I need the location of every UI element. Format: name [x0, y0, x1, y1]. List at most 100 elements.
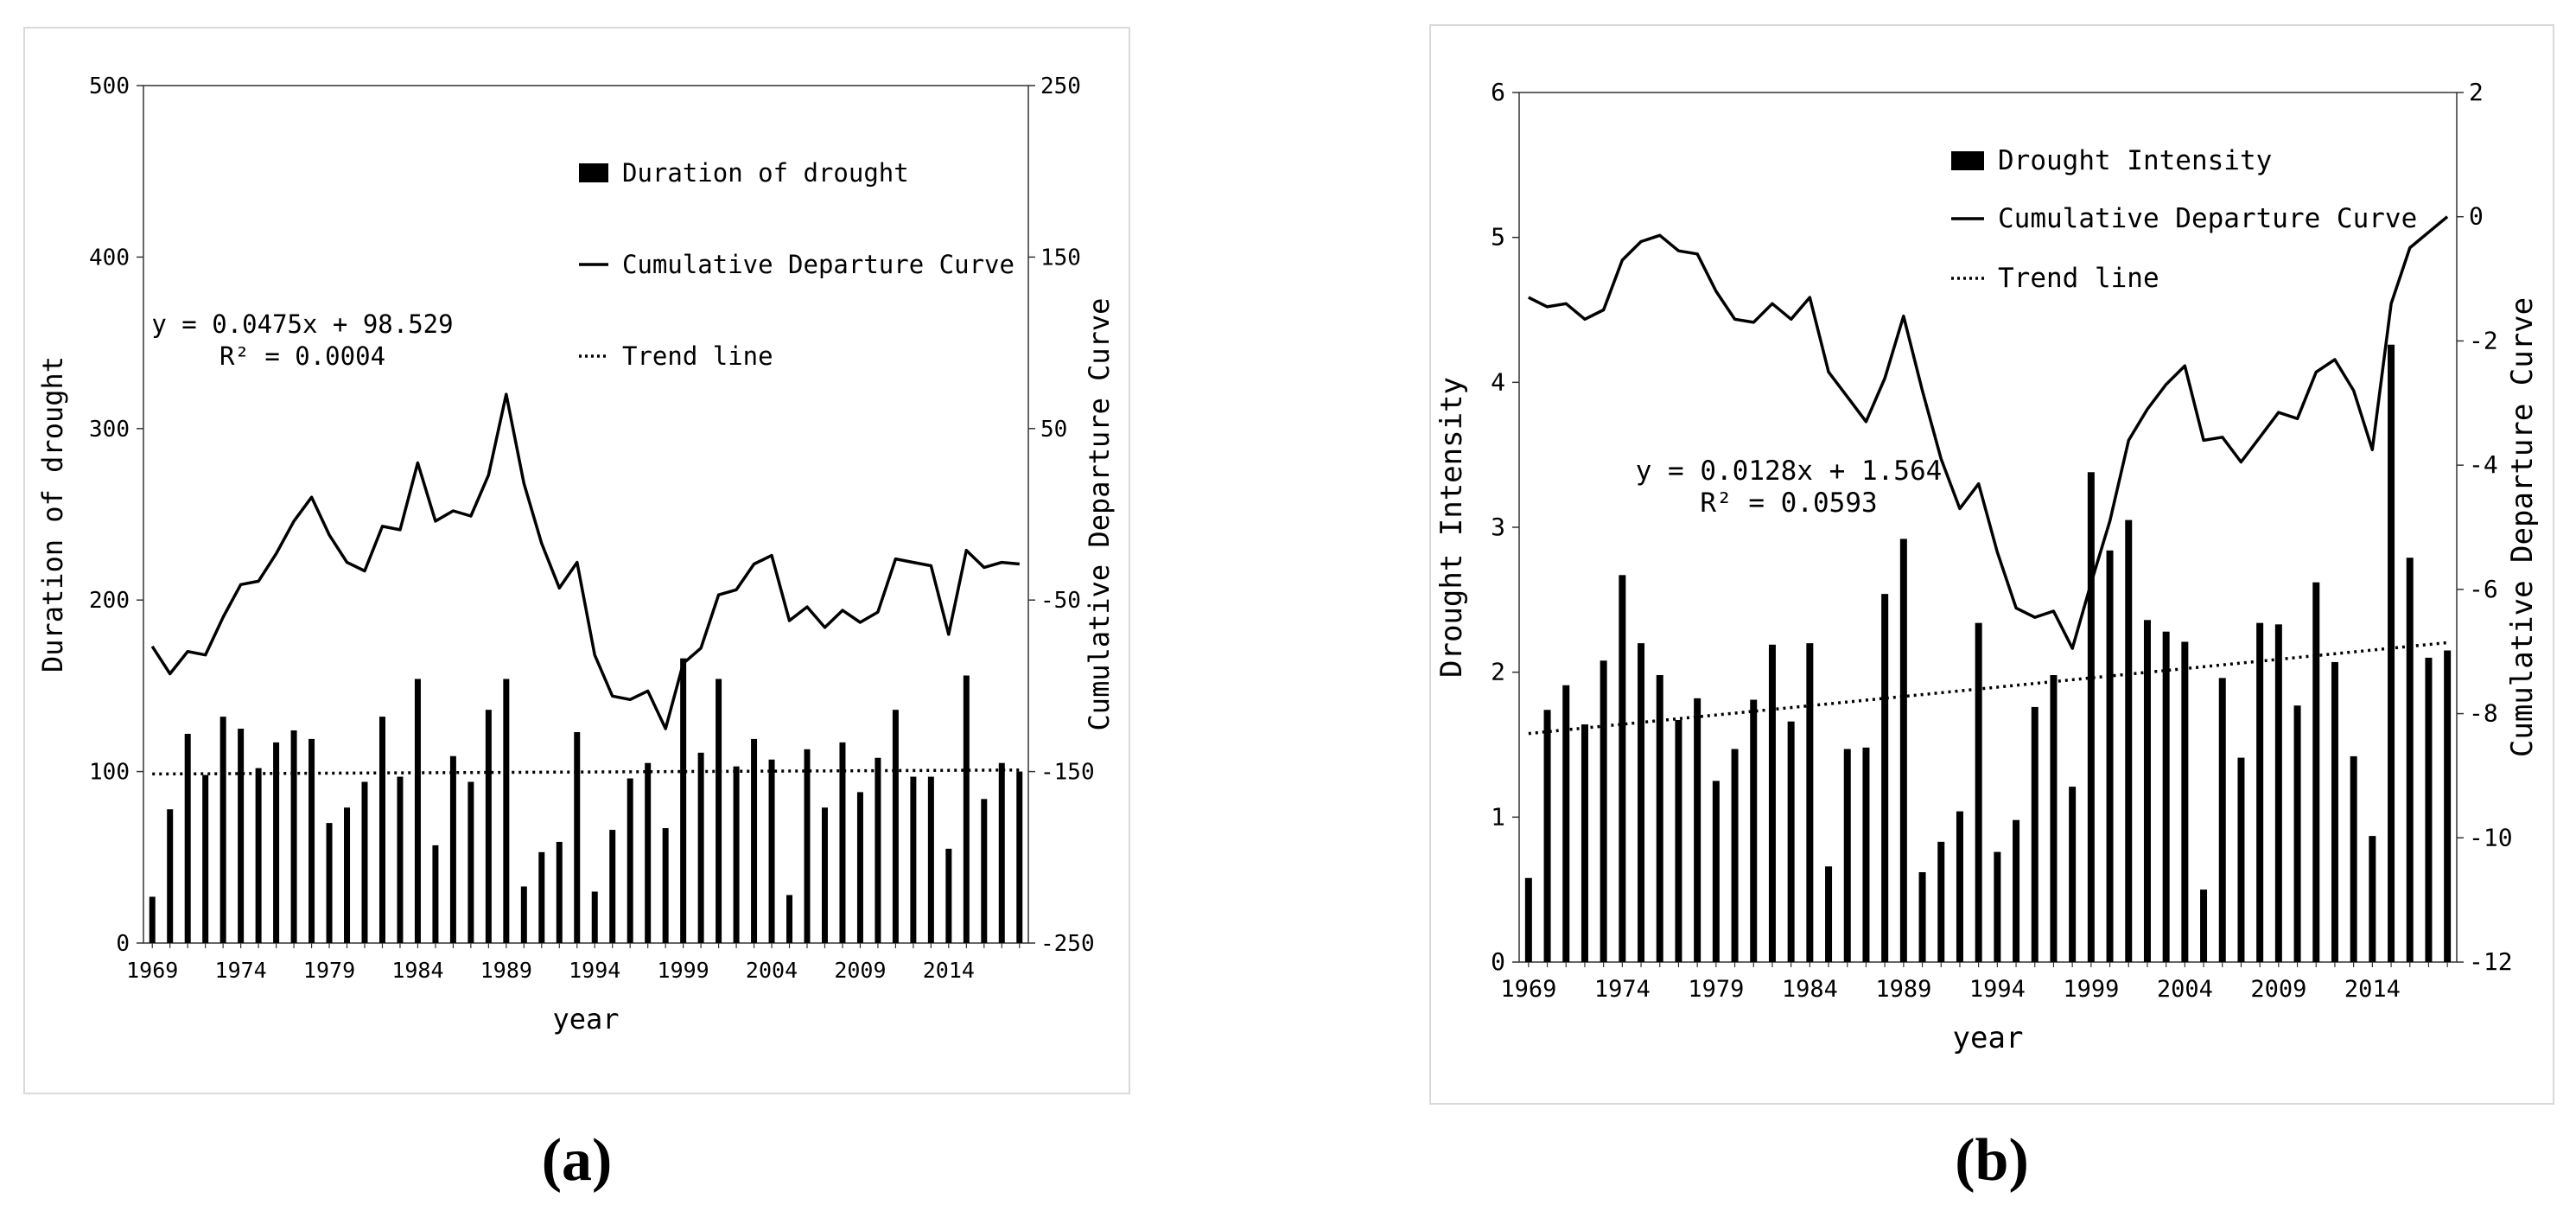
- y-tick-label: 0: [1491, 947, 1505, 976]
- bar: [1600, 660, 1607, 962]
- bar: [2406, 558, 2414, 962]
- x-tick-label: 1999: [658, 958, 709, 983]
- y-tick-label: 1: [1491, 802, 1505, 831]
- legend-swatch-bar: [579, 163, 608, 182]
- x-tick-label: 1984: [1782, 976, 1838, 1003]
- x-tick-label: 1984: [391, 958, 443, 983]
- x-tick-label: 1989: [480, 958, 532, 983]
- bar: [326, 823, 333, 943]
- x-axis-title: year: [552, 1003, 619, 1036]
- x-tick-label: 2009: [834, 958, 886, 983]
- bar: [1750, 699, 1758, 962]
- bar: [910, 776, 917, 943]
- y2-tick-label: -6: [2469, 575, 2498, 603]
- y-tick-label: 500: [89, 73, 130, 99]
- bar: [1956, 811, 1963, 962]
- bar: [1016, 771, 1023, 943]
- bar: [1712, 781, 1720, 962]
- bar: [2087, 472, 2095, 962]
- bar: [2425, 657, 2433, 962]
- legend-label: Cumulative Departure Curve: [1998, 203, 2417, 234]
- bar: [397, 776, 404, 943]
- panel-a: 0 100 200 300 400 500 -250 -150 -50 50 150 250 1969 1…: [23, 27, 1130, 1194]
- x-tick-label: 1969: [1500, 976, 1556, 1003]
- bar: [2218, 678, 2226, 962]
- legend-label: Trend line: [1998, 263, 2159, 294]
- bar: [2125, 519, 2133, 962]
- bar: [1899, 539, 1907, 962]
- bar: [1656, 675, 1663, 962]
- y-tick-label: 100: [89, 760, 130, 786]
- bar: [432, 845, 439, 943]
- y2-tick-label: -4: [2469, 450, 2498, 479]
- y-tick-label: 5: [1491, 223, 1505, 252]
- bar: [2069, 787, 2077, 962]
- bar: [361, 781, 368, 943]
- y-tick-label: 0: [116, 931, 130, 957]
- bar: [2237, 757, 2245, 962]
- panel-frame: [23, 27, 1130, 1094]
- bar: [2013, 819, 2020, 962]
- bar: [556, 841, 563, 943]
- bar: [520, 886, 527, 943]
- bar: [2388, 344, 2395, 962]
- bar: [1862, 747, 1870, 962]
- x-tick-label: 1994: [1969, 976, 2026, 1003]
- y-tick-label: 300: [89, 417, 130, 443]
- bar: [2293, 705, 2301, 962]
- bar: [2162, 631, 2170, 962]
- y2-tick-label: -8: [2469, 699, 2498, 728]
- bar: [202, 774, 209, 943]
- bar: [751, 738, 758, 943]
- trend-line: [1528, 641, 2448, 736]
- bar: [1825, 866, 1833, 962]
- legend-label: Trend line: [622, 341, 773, 371]
- bar: [1787, 721, 1795, 962]
- plot-area: [143, 85, 1029, 944]
- x-tick-label: 1979: [303, 958, 355, 983]
- bar: [875, 757, 881, 943]
- bar: [467, 781, 474, 943]
- y-tick-label: 2: [1491, 658, 1505, 686]
- panel-label: (b): [1955, 1127, 2029, 1194]
- y2-tick-label: 2: [2469, 78, 2484, 106]
- y2-tick-label: -250: [1040, 931, 1095, 957]
- panel-b: 0 1 2 3 4 5 6 -12 -10 -8 -6 -4 -2 0 2 1969 1974 1979 1984 1…: [1429, 24, 2554, 1194]
- bar: [2200, 889, 2208, 962]
- panel-frame: [1429, 24, 2554, 1105]
- y2-tick-label: -150: [1040, 760, 1095, 786]
- r-squared: R² = 0.0004: [219, 341, 385, 371]
- bar: [1731, 749, 1739, 962]
- bar: [2256, 622, 2264, 962]
- bar: [1562, 685, 1570, 962]
- bar: [184, 733, 191, 943]
- bar: [716, 679, 722, 943]
- bar: [255, 768, 262, 943]
- legend-label: Duration of drought: [622, 158, 909, 188]
- y-tick-label: 4: [1491, 367, 1505, 396]
- bar: [2312, 582, 2320, 962]
- y2-axis-title: Cumulative Departure Curve: [2505, 297, 2540, 757]
- bar: [1543, 710, 1551, 962]
- x-tick-label: 1994: [569, 958, 620, 983]
- trend-line: [152, 768, 1020, 776]
- bar: [344, 807, 351, 943]
- x-tick-label: 1974: [1594, 976, 1651, 1003]
- x-tick-label: 1979: [1688, 976, 1744, 1003]
- panel-label: (a): [542, 1127, 613, 1194]
- bar: [1918, 872, 1926, 962]
- bar: [219, 717, 226, 943]
- bar: [2444, 650, 2452, 962]
- bar: [1806, 643, 1814, 962]
- bar: [1694, 698, 1701, 962]
- bar: [697, 752, 704, 943]
- bar: [2181, 641, 2189, 962]
- bar: [1638, 643, 1645, 962]
- bar: [1581, 724, 1588, 962]
- x-tick-label: 2009: [2250, 976, 2306, 1003]
- x-tick-label: 2004: [2157, 976, 2213, 1003]
- bar: [2143, 620, 2151, 962]
- y-tick-label: 3: [1491, 513, 1505, 541]
- bar: [1619, 575, 1626, 962]
- bar: [378, 717, 385, 943]
